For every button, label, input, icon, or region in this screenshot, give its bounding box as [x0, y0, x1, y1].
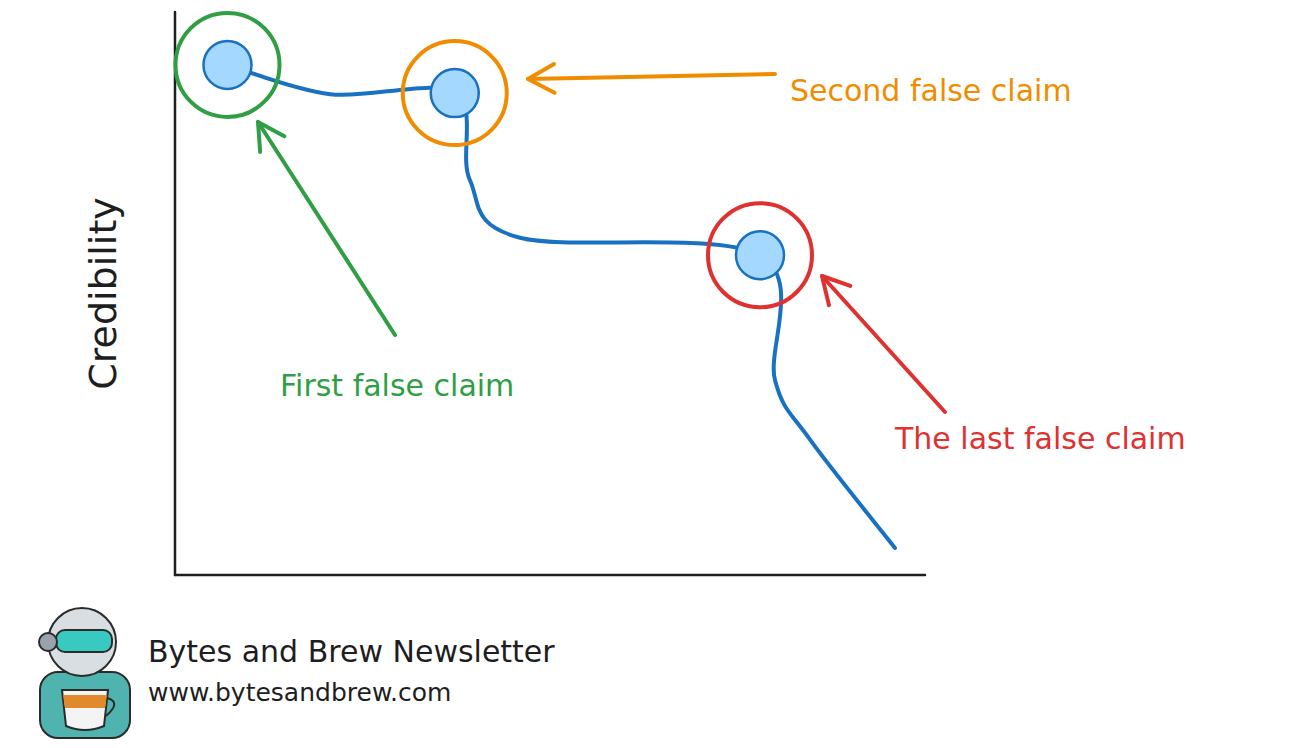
annotation-label: The last false claim: [894, 421, 1186, 456]
event-marker: [736, 231, 784, 279]
annotation-label: Second false claim: [790, 73, 1072, 108]
arrow-head: [258, 122, 284, 152]
x-axis: [175, 574, 925, 577]
highlight-ring: [708, 203, 812, 307]
chart: Credibility First false claim Second false…: [0, 0, 1292, 748]
annotation-label: First false claim: [280, 368, 514, 403]
cup: [62, 690, 108, 730]
robot-head: [48, 608, 116, 676]
arrow-shaft: [258, 122, 395, 335]
arrow-shaft: [822, 276, 945, 412]
cup-handle: [106, 698, 114, 716]
footer-title: Bytes and Brew Newsletter: [148, 634, 555, 669]
arrow-head: [822, 276, 850, 305]
footer-url: www.bytesandbrew.com: [148, 678, 451, 707]
event-marker: [204, 41, 252, 89]
plot-area: [228, 65, 896, 548]
robot-body: [40, 672, 130, 738]
y-axis: [174, 12, 177, 575]
y-axis-label: Credibility: [81, 197, 125, 390]
arrow-head: [528, 64, 555, 93]
highlight-ring: [403, 41, 507, 145]
logo-icon: [39, 608, 130, 738]
credibility-line: [228, 65, 896, 548]
arrow-shaft: [528, 74, 775, 79]
event-marker: [431, 69, 479, 117]
highlight-ring: [176, 13, 280, 117]
robot-ear: [39, 633, 57, 651]
robot-visor: [56, 630, 112, 652]
coffee: [63, 695, 107, 708]
